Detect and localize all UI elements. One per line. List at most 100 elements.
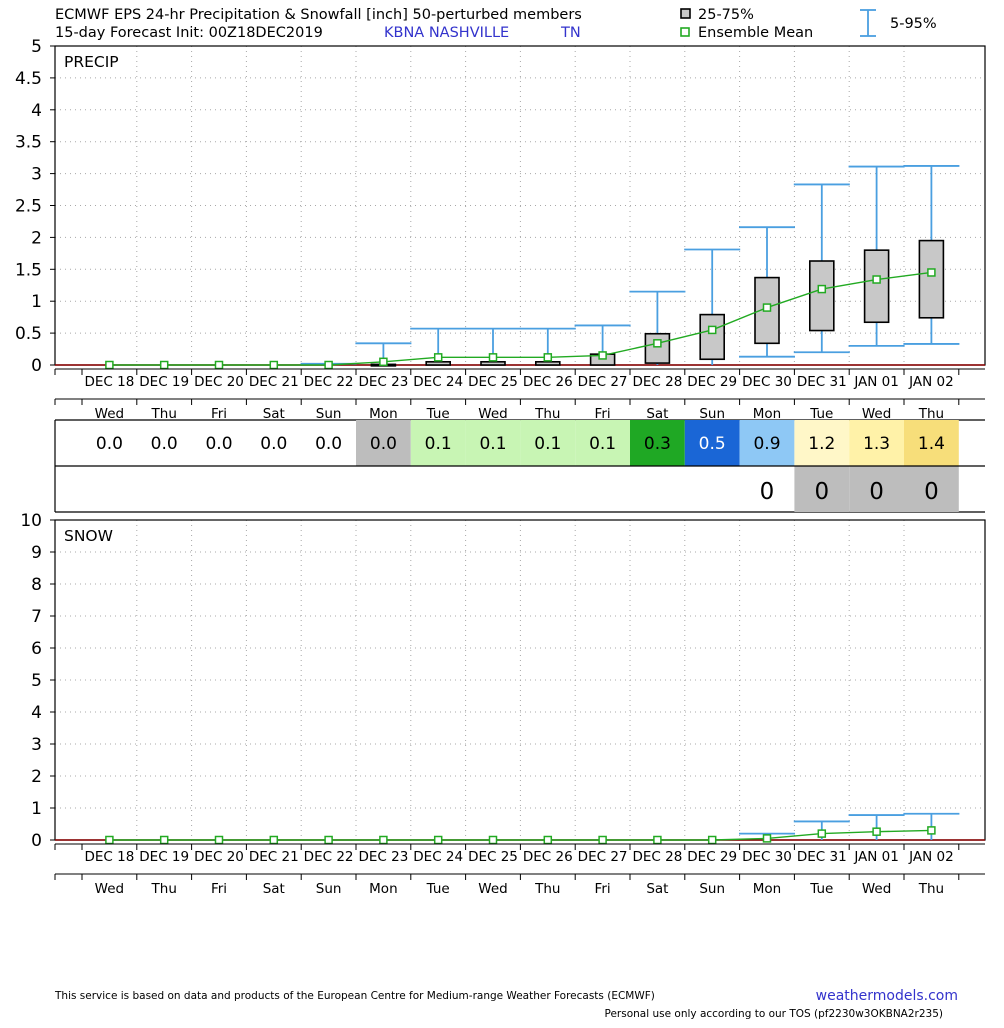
table-cell-value: 0.1 bbox=[534, 434, 561, 454]
weekday-label: Sat bbox=[646, 406, 668, 422]
footer-tos: Personal use only according to our TOS (… bbox=[605, 1008, 944, 1020]
chart-title: ECMWF EPS 24-hr Precipitation & Snowfall… bbox=[55, 7, 582, 23]
legend: 25-75% Ensemble Mean 5-95% bbox=[680, 7, 937, 41]
iqr-box bbox=[425, 361, 452, 366]
y-tick-label: 7 bbox=[31, 607, 42, 627]
mean-line bbox=[109, 829, 932, 841]
y-tick-label: 0 bbox=[31, 831, 42, 851]
mean-point bbox=[324, 835, 333, 845]
y-tick-label: 10 bbox=[20, 511, 42, 531]
weekday-label: Fri bbox=[595, 881, 611, 897]
table-cell-value: 0.1 bbox=[589, 434, 616, 454]
weekday-label: Thu bbox=[534, 406, 560, 422]
date-label: DEC 31 bbox=[797, 374, 847, 390]
weekday-label: Mon bbox=[753, 406, 781, 422]
table-cell-value: 0.0 bbox=[151, 434, 178, 454]
weekday-label: Tue bbox=[809, 881, 833, 897]
weekday-label: Tue bbox=[809, 406, 833, 422]
mean-point bbox=[817, 284, 827, 294]
iqr-box bbox=[918, 239, 945, 319]
precip-date-axis: DEC 18 Wed DEC 19 Thu DEC 20 Fri DEC 21 Sat DEC … bbox=[54, 368, 985, 422]
iqr-box bbox=[699, 313, 726, 361]
date-label: JAN 01 bbox=[853, 849, 899, 865]
y-tick-label: 3 bbox=[31, 165, 42, 185]
weekday-label: Fri bbox=[211, 881, 227, 897]
iqr-box bbox=[534, 361, 561, 366]
date-label: JAN 02 bbox=[908, 374, 954, 390]
table-cell-bg bbox=[739, 420, 795, 466]
date-label: DEC 19 bbox=[139, 849, 189, 865]
table-cell-value: 0.0 bbox=[205, 434, 232, 454]
date-label: DEC 25 bbox=[468, 849, 518, 865]
legend-mean-label: Ensemble Mean bbox=[698, 25, 813, 41]
mean-point bbox=[817, 829, 827, 838]
date-label: DEC 27 bbox=[578, 849, 628, 865]
mean-point bbox=[927, 268, 936, 277]
table-cell-value: 1.4 bbox=[918, 434, 945, 454]
date-label: DEC 29 bbox=[687, 374, 737, 390]
table-cell-bg bbox=[630, 420, 685, 466]
table-cell-value: 0 bbox=[924, 479, 939, 505]
weekday-label: Sat bbox=[263, 881, 285, 897]
mean-point bbox=[379, 357, 388, 367]
footer-disclaimer: This service is based on data and produc… bbox=[54, 990, 655, 1002]
y-tick-label: 3.5 bbox=[15, 133, 42, 153]
weekday-label: Wed bbox=[862, 406, 891, 422]
station-name: KBNA NASHVILLE bbox=[384, 25, 509, 41]
date-label: DEC 19 bbox=[139, 374, 189, 390]
y-tick-label: 2 bbox=[31, 228, 42, 248]
weekday-label: Tue bbox=[426, 881, 450, 897]
y-tick-label: 9 bbox=[31, 543, 42, 563]
mean-point bbox=[214, 835, 224, 845]
mean-point bbox=[762, 834, 772, 843]
date-label: DEC 23 bbox=[358, 374, 408, 390]
mean-point bbox=[433, 353, 443, 362]
mean-point bbox=[707, 325, 717, 335]
legend-whisker-label: 5-95% bbox=[890, 16, 937, 32]
table-cell-bg bbox=[904, 420, 959, 466]
date-label: DEC 18 bbox=[84, 849, 134, 865]
mean-point bbox=[653, 339, 662, 348]
weekday-label: Thu bbox=[534, 881, 560, 897]
date-label: DEC 20 bbox=[194, 849, 244, 865]
date-label: DEC 20 bbox=[194, 374, 244, 390]
mean-point bbox=[872, 275, 881, 284]
mean-point bbox=[214, 360, 224, 370]
table-cell-bg bbox=[465, 420, 521, 466]
table-cell-value: 0 bbox=[814, 479, 829, 505]
weekday-label: Wed bbox=[478, 406, 507, 422]
y-tick-label: 4 bbox=[31, 101, 42, 121]
y-tick-label: 5 bbox=[31, 671, 42, 691]
weekday-label: Sun bbox=[699, 881, 725, 897]
footer-site-link[interactable]: weathermodels.com bbox=[816, 988, 958, 1004]
y-tick-label: 5 bbox=[31, 37, 42, 57]
y-tick-label: 4 bbox=[31, 703, 42, 723]
panel-label: PRECIP bbox=[64, 53, 119, 71]
mean-point bbox=[598, 835, 607, 845]
weekday-label: Thu bbox=[151, 881, 177, 897]
chart-subtitle: 15-day Forecast Init: 00Z18DEC2019 bbox=[55, 25, 323, 41]
date-label: DEC 25 bbox=[468, 374, 518, 390]
table-cell-value: 0.0 bbox=[260, 434, 287, 454]
mean-point bbox=[488, 835, 498, 845]
table-cell-value: 0.5 bbox=[699, 434, 726, 454]
precip-panel: 0 0.5 1 1.5 2 2.5 3 3.5 4 4.5 5 PRECIP bbox=[15, 37, 986, 376]
date-label: DEC 28 bbox=[632, 849, 682, 865]
y-tick-label: 3 bbox=[31, 735, 42, 755]
mean-point bbox=[707, 835, 717, 845]
y-tick-label: 2.5 bbox=[15, 197, 42, 217]
table-cell-bg bbox=[794, 420, 850, 466]
table-cell-value: 1.3 bbox=[863, 434, 890, 454]
legend-whisker-swatch bbox=[860, 9, 876, 37]
snow-date-axis: DEC 18 Wed DEC 19 Thu DEC 20 Fri DEC 21 Sat DEC … bbox=[54, 843, 985, 897]
weekday-label: Wed bbox=[862, 881, 891, 897]
weekday-label: Fri bbox=[595, 406, 611, 422]
table-cell-value: 0 bbox=[760, 479, 775, 505]
table-cell-value: 0.1 bbox=[425, 434, 452, 454]
mean-point bbox=[269, 835, 279, 845]
mean-point bbox=[598, 351, 607, 360]
weekday-label: Fri bbox=[211, 406, 227, 422]
weekday-label: Sun bbox=[699, 406, 725, 422]
weekday-label: Mon bbox=[369, 406, 397, 422]
iqr-box bbox=[863, 249, 890, 324]
